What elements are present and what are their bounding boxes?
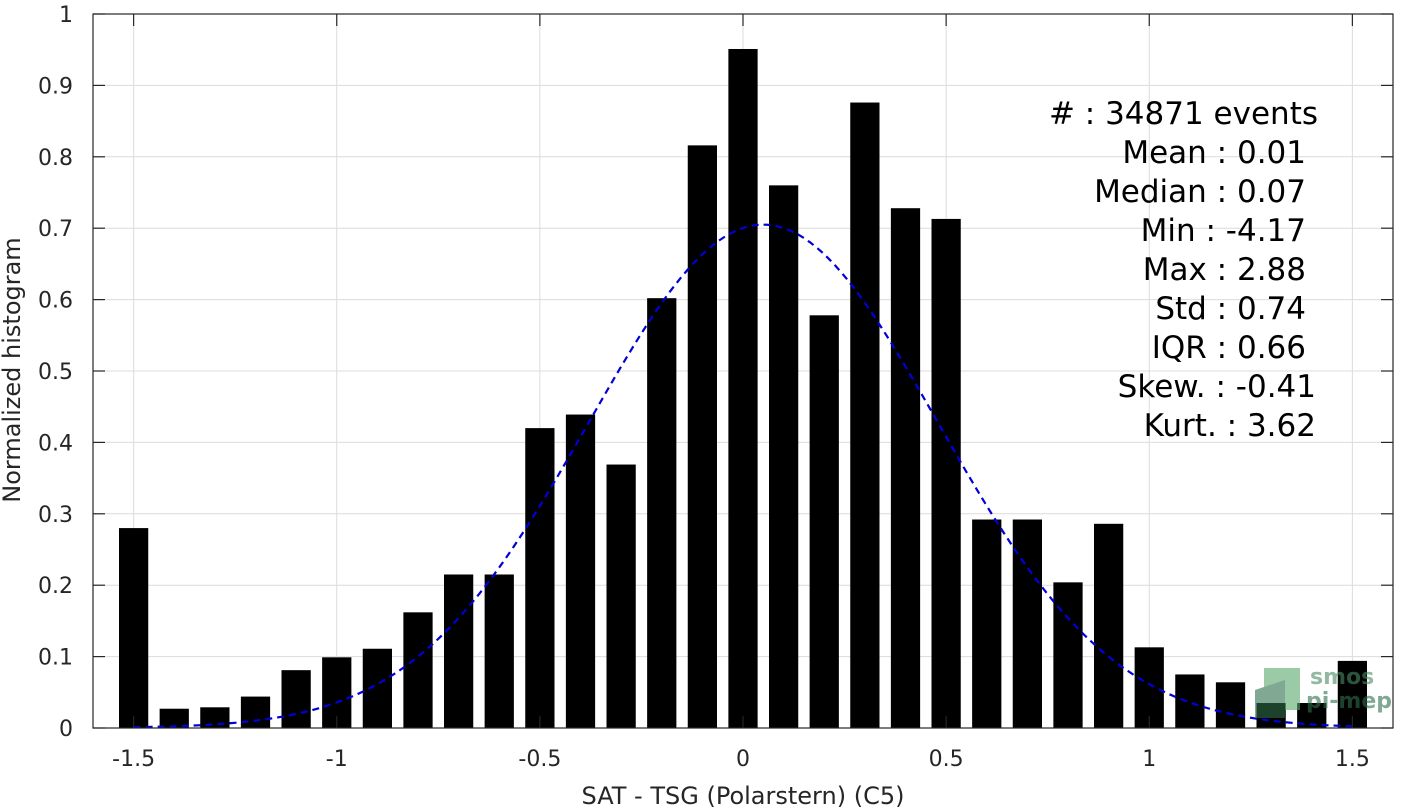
y-axis-label: Normalized histogram [0,237,26,502]
x-tick-label: 0 [736,747,750,772]
stat-line: Mean : 0.01 [1122,135,1306,171]
x-tick-label: -1.5 [112,747,155,772]
y-tick-label: 0.2 [38,574,73,599]
x-tick-label: -0.5 [518,747,561,772]
histogram-bar [769,185,799,729]
histogram-bar [484,574,514,728]
histogram-bar [931,218,961,728]
x-axis-label: SAT - TSG (Polarstern) (C5) [582,782,905,809]
histogram-bar [362,648,392,728]
stat-line: # : 34871 events [1049,96,1318,132]
stat-line: Kurt. : 3.62 [1144,408,1316,444]
y-tick-label: 0 [59,717,73,742]
stat-line: IQR : 0.66 [1152,330,1306,366]
stat-line: Max : 2.88 [1143,252,1306,288]
histogram-bar [606,464,636,728]
stat-line: Median : 0.07 [1094,174,1306,210]
logo-line1: smos [1310,665,1374,690]
logo-line2: pi-mep [1306,689,1392,714]
y-tick-label: 0.9 [38,74,73,99]
logo-cube-side-icon [1255,680,1285,718]
fit-curve [133,223,1353,729]
stat-line: Min : -4.17 [1141,213,1306,249]
smos-pimep-logo: smos pi-mep [1255,665,1392,718]
histogram-bar [403,612,433,728]
histogram-bar [890,208,921,728]
histogram-bar [1094,523,1124,728]
y-tick-label: 0.4 [38,431,73,456]
x-tick-label: 1.5 [1335,747,1370,772]
histogram-bar [1012,519,1042,728]
histogram-bar [281,670,311,728]
y-tick-label: 0.8 [38,146,73,171]
tick-labels: -1.5 -1 -0.5 0 0.5 1 1.5 0 0.1 0.2 0.3 0.4 0.5 0.6 0.7… [38,3,1370,772]
x-tick-label: 0.5 [929,747,964,772]
histogram-bar [565,414,596,728]
histogram-bar [200,707,230,728]
histogram-bar [687,145,717,729]
histogram-bar [647,298,677,728]
histogram-bar [444,574,474,728]
y-tick-label: 1 [59,3,73,28]
histogram-bar [159,708,189,728]
histogram-bar [119,528,149,728]
histogram-bar [1053,582,1083,728]
y-tick-label: 0.3 [38,503,73,528]
y-tick-label: 0.1 [38,646,73,671]
histogram-bar [809,315,839,728]
axes [92,13,1394,729]
histogram-bar [525,428,555,728]
y-tick-label: 0.6 [38,289,73,314]
histogram-bar [1175,674,1205,728]
histogram-bar [850,102,880,728]
x-tick-label: 1 [1142,747,1156,772]
stat-line: Skew. : -0.41 [1118,369,1316,405]
bars [119,48,1367,729]
y-tick-label: 0.5 [38,360,73,385]
histogram-bar [1215,682,1246,728]
histogram-bar [1134,647,1164,728]
stat-line: Std : 0.74 [1155,291,1306,327]
histogram-bar [728,48,758,728]
fit-curve-group [133,223,1353,729]
x-tick-label: -1 [326,747,348,772]
histogram-bar [240,696,271,728]
histogram-bar [972,519,1002,728]
y-tick-label: 0.7 [38,217,73,242]
